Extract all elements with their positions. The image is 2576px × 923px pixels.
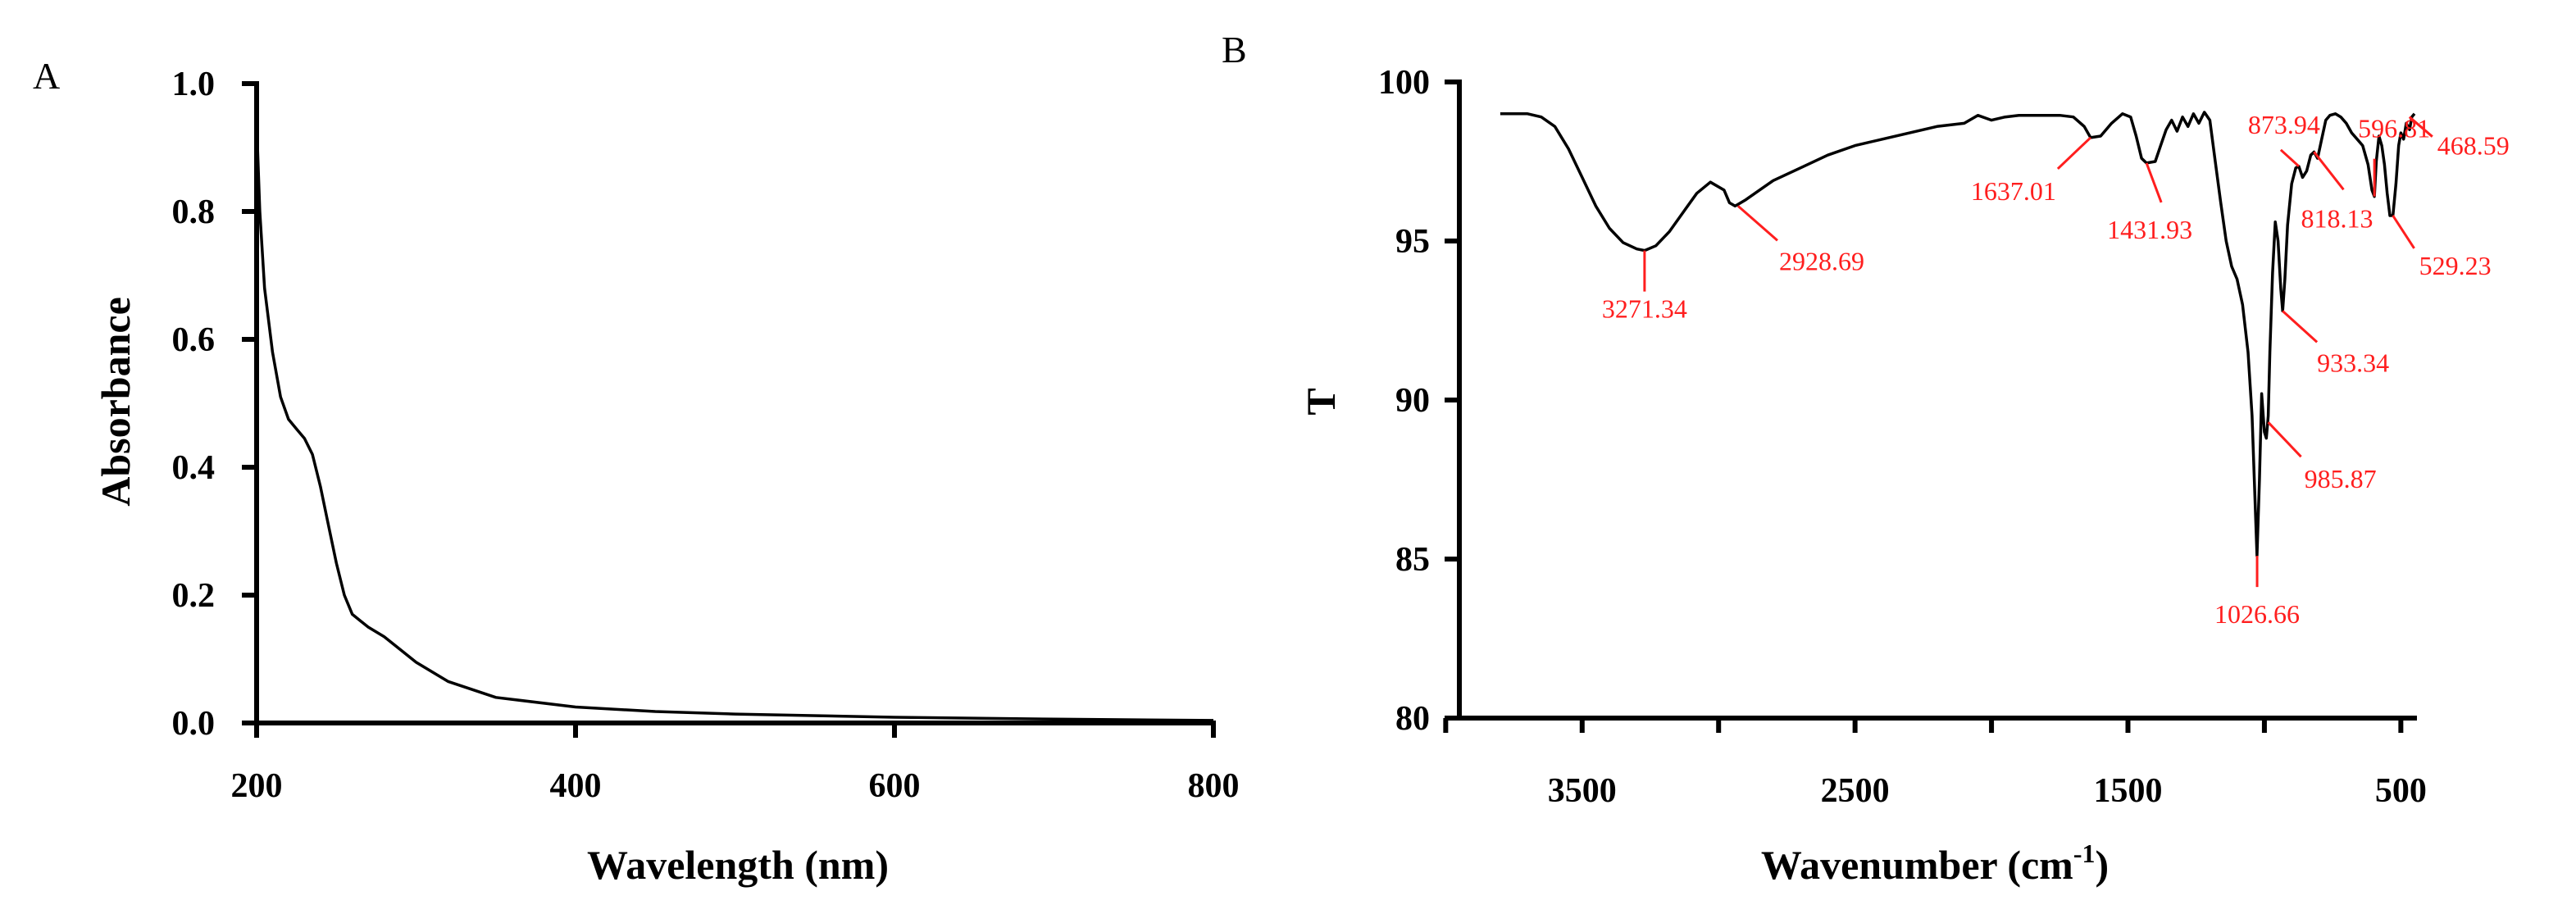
panel-b-x-axis-title: Wavenumber (cm-1): [1761, 839, 2109, 888]
panel-b-transmittance-curve: [1500, 111, 2416, 557]
panel-b-y-tick-label: 95: [1395, 223, 1430, 261]
panel-a-y-tick-label: 0.6: [172, 321, 216, 359]
panel-a-y-tick-label: 0.2: [172, 577, 216, 615]
peak-label: 1431.93: [2107, 215, 2192, 244]
panel-a-x-tick-label: 200: [231, 767, 283, 805]
panel-b-x-axis-title-superscript: -1: [2073, 839, 2096, 868]
panel-b-y-tick-label: 80: [1395, 700, 1430, 738]
panel-a-ticks: 200 400 600 800 0.0 0.2 0.4 0.6 0.8 1.0: [172, 66, 1240, 805]
peak-label: 873.94: [2248, 110, 2320, 139]
panel-b-x-tick-label: 500: [2375, 772, 2427, 810]
panel-b-y-tick-label: 100: [1378, 64, 1430, 102]
panel-b-x-tick-label: 1500: [2094, 772, 2163, 810]
panel-a-y-tick-label: 1.0: [172, 66, 216, 103]
panel-b: B 3500 2500 1500 500 80 85 90 95 100 3271.34 2928…: [1222, 29, 2510, 888]
panel-a-absorbance-curve: [255, 121, 1214, 722]
peak-label: 596.81: [2358, 114, 2430, 143]
panel-b-y-axis-title: T: [1298, 388, 1344, 415]
peak-label: 1637.01: [1971, 176, 2056, 206]
panel-b-x-axis-title-main: Wavenumber (cm: [1761, 842, 2073, 888]
peak-label: 3271.34: [1602, 294, 1687, 324]
peak-leader-line: [2145, 162, 2163, 203]
peak-label: 468.59: [2437, 131, 2510, 161]
peak-leader-line: [2313, 151, 2345, 191]
panel-a-x-axis-title: Wavelength (nm): [587, 842, 889, 888]
peak-leader-line: [2408, 116, 2433, 138]
peak-leader-line: [2267, 421, 2302, 458]
peak-label: 529.23: [2419, 251, 2492, 280]
peak-leader-line: [2392, 215, 2415, 249]
panel-b-y-tick-label: 90: [1395, 382, 1430, 420]
peak-label: 933.34: [2317, 348, 2389, 377]
peak-leader-line: [2282, 310, 2319, 343]
panel-a-y-axis-title: Absorbance: [93, 297, 139, 507]
peak-leader-line: [2056, 136, 2091, 170]
panel-a-x-tick-label: 400: [550, 767, 602, 805]
peak-label: 2928.69: [1779, 246, 1864, 275]
panel-b-x-tick-label: 3500: [1548, 772, 1617, 810]
panel-b-y-tick-label: 85: [1395, 541, 1430, 579]
panel-b-label: B: [1222, 29, 1247, 70]
peak-leader-line: [1736, 205, 1778, 242]
peak-label: 1026.66: [2214, 599, 2300, 629]
panel-b-peak-annotations: 3271.34 2928.69 1637.01 1431.93 1026.66 985.8…: [1602, 110, 2510, 629]
panel-b-x-axis-title-end: ): [2095, 842, 2109, 888]
panel-a-label: A: [33, 55, 60, 97]
peak-label: 985.87: [2305, 464, 2377, 493]
peak-leader-line: [2279, 148, 2300, 167]
panel-a-x-tick-label: 600: [869, 767, 921, 805]
panel-a-x-tick-label: 800: [1188, 767, 1240, 805]
panel-a-y-tick-label: 0.8: [172, 193, 216, 231]
panel-a-y-tick-label: 0.0: [172, 705, 216, 743]
panel-a-y-tick-label: 0.4: [172, 449, 216, 487]
panel-a: A 200 400 600 800 0.0 0.2 0.4 0.6 0.8 1.0 Wavelen…: [33, 55, 1240, 888]
panel-b-ticks: 3500 2500 1500 500 80 85 90 95 100: [1378, 64, 2427, 810]
peak-label: 818.13: [2301, 203, 2373, 233]
panel-b-x-tick-label: 2500: [1821, 772, 1890, 810]
